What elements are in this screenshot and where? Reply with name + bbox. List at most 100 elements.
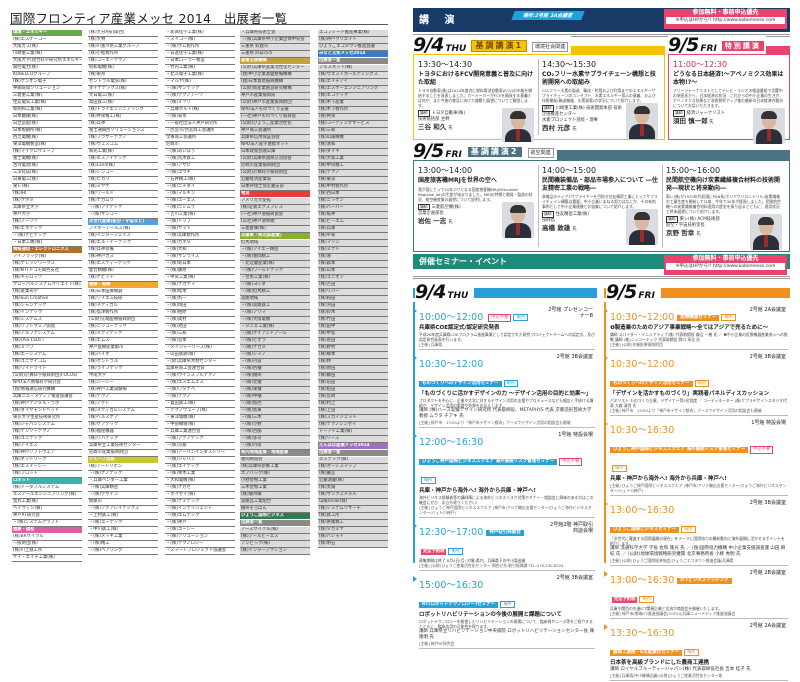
event-time: 13:30～16:30 bbox=[610, 628, 675, 639]
exhibitor-item: (株)OSS LSOFT bbox=[12, 338, 82, 345]
lecturer-label: 講師 bbox=[542, 105, 554, 112]
exhibitor-item: ・喜田鉄工(株) bbox=[165, 401, 235, 408]
seminars-fri: 9/5 FRI 2号館 2A会議室 10:30～12:00 医療機器セミナー 場所 ❶製造… bbox=[604, 283, 790, 681]
seminars-thu-date: 9/4 THU bbox=[415, 283, 475, 305]
exhibitor-item: 日東電工(株) bbox=[12, 177, 82, 184]
exhibitor-item: ・(株)加東 bbox=[240, 408, 310, 415]
seminar-event: 2号館 2A会議室 10:30～12:00 医療機器セミナー 場所 ❶製造業のためのアジ… bbox=[604, 304, 788, 350]
exhibitor-item: ・北斗電子工業(株) bbox=[165, 72, 235, 79]
registration-badge: 申込不要 bbox=[750, 446, 774, 454]
lecturer-label: 講師 bbox=[542, 211, 554, 218]
exhibitor-item: 神戸市産業振興局 bbox=[240, 93, 310, 100]
exhibitor-item: (株)システムリサーチ bbox=[318, 506, 388, 513]
exhibitor-item: ・(株)新日本 bbox=[165, 261, 235, 268]
seminar-banner-title: 併催セミナー・イベント bbox=[419, 257, 507, 266]
exhibitor-item: (株)スカイジェット bbox=[318, 415, 388, 422]
exhibitor-item: グローバルシステムクリエイト(株) bbox=[12, 282, 82, 289]
event-body: パネリスト ものづくり企業、デザイナー等5名程度 ／ コーディネーター (株)ケ… bbox=[610, 398, 787, 408]
exhibitor-item: (株)セントラル bbox=[88, 359, 158, 366]
exhibitor-item: 大日電工(株) bbox=[88, 93, 158, 100]
speaker-photo bbox=[753, 108, 785, 144]
event-host: [主催] ひょうご神戸国際ビジネススクエア (神戸市/アジア輸出支援センター/ひ… bbox=[419, 505, 592, 515]
keynote2-box: 13:00～14:00 国産旅客機MRJを世界の空へ 我が国にとって50年ぶりとなる… bbox=[413, 150, 790, 252]
talk-speaker: 講師 三菱航空機(株) 営業企画部長 岩佐 一志氏 bbox=[418, 203, 534, 226]
exhibitor-item: (株)ハシモト bbox=[318, 534, 388, 541]
exhibitor-item: (株)タカミヤ bbox=[318, 527, 388, 534]
exhibitor-item: 川崎重工業(株) bbox=[12, 51, 82, 58]
place-tag: 場所 bbox=[513, 314, 529, 321]
talk-speaker: 講師 東レ(株) ACM技術部 航空・宇宙技術室長 京野 哲幸氏 bbox=[666, 216, 782, 238]
exhibitor-item: 宝塚商工会議所 bbox=[165, 135, 235, 142]
registration-url-link[interactable]: ※申込はHPから!! http://www.kobemesse.com bbox=[666, 17, 785, 24]
event-time: 10:30～12:00 bbox=[610, 312, 675, 323]
place-tag: 場所 bbox=[721, 314, 736, 321]
exhibitor-item: ・(株)大和 bbox=[165, 247, 235, 254]
exhibitor-item: (株)アールビーエス bbox=[240, 534, 310, 541]
keynote2-date: 9/5 FRI bbox=[413, 140, 462, 162]
keynote2-tag: 基調講演2 bbox=[466, 146, 523, 158]
special-section: 9/5 FRI 特別講演 11:00～12:30 どうなる日本経済!～アベノミクス… bbox=[668, 36, 790, 144]
exhibitor-column: ・新興化学工業(株) ・スイコー(株) ・(株)ポム製作所 ・日進化学工業(株) ・日本… bbox=[165, 30, 235, 555]
exhibitor-item: (株)ダイキ bbox=[318, 149, 388, 156]
exhibitor-item: (株)阪神 bbox=[318, 212, 388, 219]
exhibitor-item: ・(株)奥村 bbox=[165, 317, 235, 324]
exhibitor-item: アメリカ大使館 bbox=[240, 198, 310, 205]
event-place: 2号館 3B会議室 bbox=[556, 575, 593, 581]
exhibitor-item: (株)アクト bbox=[88, 401, 158, 408]
exhibitor-item: (株)エスディーテック bbox=[88, 261, 158, 268]
talk-title: 民間航空機向け炭素繊維複合材料の技術開発―現状と将来動向― bbox=[666, 177, 781, 192]
event-title: 日本茶を高級ブランドにした農商工連携 bbox=[610, 660, 710, 666]
exhibitor-item: (株)テクノ bbox=[88, 394, 158, 401]
exhibitor-item: (株)大分A技(関西) bbox=[88, 30, 158, 37]
exhibitor-item: ・兵庫ベンダー工業 bbox=[88, 478, 158, 485]
exhibitor-item: (株)川重冷熱工業グループ bbox=[88, 44, 158, 51]
speaker-role: 技師長 bbox=[542, 218, 555, 223]
bullet-triangle-icon bbox=[604, 421, 608, 427]
exhibitor-item: ・(株)池田 bbox=[165, 324, 235, 331]
exhibitor-item: ・(株)テクノロジー bbox=[165, 541, 235, 548]
exhibitor-item: 日本弁理士会近畿支部 bbox=[240, 184, 310, 191]
exhibitor-item: (株)ライフテック bbox=[88, 366, 158, 373]
exhibitor-item: ・(株)ウインスブルテクノ bbox=[165, 373, 235, 380]
exhibitor-item: 日立造船(株) bbox=[12, 121, 82, 128]
event-body: 平成26年度兵庫県COEプログラム推進事業として認定された研究プロジェクトチーム… bbox=[419, 332, 595, 342]
exhibitor-item: ・兵庫県技術士会 bbox=[240, 30, 310, 37]
exhibitor-item: (株)キャロッツ bbox=[12, 275, 82, 282]
exhibitor-item: (株)ハーバー bbox=[318, 205, 388, 212]
exhibitor-item: 姫路市 bbox=[88, 499, 158, 506]
speaker-org: トヨタ自動車(株) bbox=[431, 111, 466, 116]
lecturer-label: 講師 bbox=[418, 110, 430, 117]
talk-body: CO₂フリー水素の製造、輸送・貯蔵および利用までのエネルギーサプライチェーンのコ… bbox=[542, 88, 656, 103]
exhibitor-item: (株)エル・イーテック bbox=[88, 240, 158, 247]
speaker-photo bbox=[626, 209, 658, 245]
exhibitor-item: 甲南大学 bbox=[88, 373, 158, 380]
exhibitor-item: (株)兵神 bbox=[88, 121, 158, 128]
place-tag: 場所 bbox=[694, 380, 710, 387]
exhibitor-item: NPO法人産学連携ネット bbox=[240, 142, 310, 149]
exhibitor-item: ・メイジャーリース(株) bbox=[165, 345, 235, 352]
exhibitor-item: エステック(株) bbox=[318, 457, 388, 464]
exhibitor-item: ・(株)淡路鉄工 bbox=[240, 303, 310, 310]
bullet-triangle-icon bbox=[604, 624, 608, 630]
place-tag: 場所 bbox=[684, 649, 699, 656]
exhibitor-item: ・マルヤ(株) bbox=[165, 79, 235, 86]
registration-url-link[interactable]: ※申込はHPから!! http://www.kobemesse.com bbox=[666, 263, 785, 270]
exhibitor-item: (株)テクノ bbox=[318, 170, 388, 177]
event-speaker: 講師 流通科学大学 学長 佐和 隆光 氏 ／ (独)国際協力機構 中小企業支援調… bbox=[610, 546, 786, 557]
exhibitor-item: (株)中村製作所 bbox=[318, 184, 388, 191]
exhibitor-item: アンビック(株) bbox=[240, 541, 310, 548]
exhibitor-column: ・兵庫県技術士会 ・(株)兵庫県中小企業団体中央会 三重県 鈴鹿市 三重県 四日市市産… bbox=[240, 30, 310, 555]
exhibitor-item: 小野金物工業 bbox=[240, 478, 310, 485]
keynote1-category: 環境社会関連 bbox=[532, 42, 569, 52]
exhibitor-item: (株)エスアイテック bbox=[88, 156, 158, 163]
exhibitor-item: (株)林 bbox=[318, 359, 388, 366]
exhibitor-item: 近畿経済産業局 bbox=[240, 177, 310, 184]
exhibitor-item: (株)神戸ソフトウェア bbox=[12, 450, 82, 457]
category-header: みなと元気メッセ2014 bbox=[318, 51, 388, 58]
exhibitor-item: (株)Sun Creative bbox=[12, 296, 82, 303]
keynote2-category: 航空関連 bbox=[527, 148, 554, 158]
exhibitor-item: (株)シンコー bbox=[88, 170, 158, 177]
event-time: 10:30～12:00 bbox=[610, 359, 675, 370]
exhibitor-item: KOBELCOグループ bbox=[12, 72, 82, 79]
exhibitor-item: (株)アルファシステム bbox=[12, 331, 82, 338]
